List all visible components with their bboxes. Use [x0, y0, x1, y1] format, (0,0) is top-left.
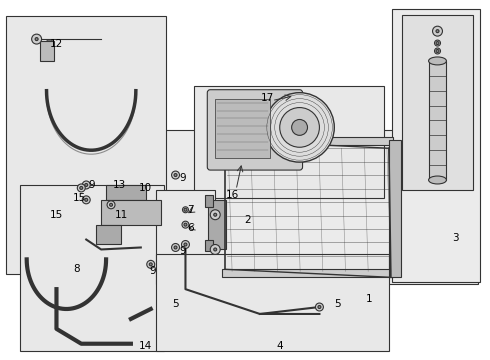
Ellipse shape: [429, 57, 446, 65]
Bar: [20, 185, 164, 351]
Circle shape: [182, 221, 189, 228]
Circle shape: [172, 171, 179, 179]
Text: 5: 5: [334, 299, 341, 309]
Text: 17: 17: [261, 93, 274, 103]
Circle shape: [85, 198, 88, 201]
Bar: [6, 16, 166, 274]
Circle shape: [35, 37, 38, 41]
Text: 12: 12: [50, 39, 63, 49]
Text: 6: 6: [187, 222, 194, 233]
Text: 7: 7: [187, 205, 194, 215]
Circle shape: [436, 50, 439, 53]
Circle shape: [184, 223, 187, 226]
Circle shape: [182, 207, 189, 213]
Ellipse shape: [429, 176, 446, 184]
Circle shape: [82, 181, 90, 189]
Circle shape: [184, 208, 187, 211]
Text: 15: 15: [50, 210, 63, 220]
Bar: [40, 41, 54, 61]
Bar: [402, 15, 473, 190]
Circle shape: [280, 108, 319, 147]
Circle shape: [210, 244, 220, 255]
Bar: [106, 185, 146, 200]
Circle shape: [107, 201, 115, 209]
Circle shape: [214, 248, 217, 251]
FancyBboxPatch shape: [207, 90, 302, 170]
Bar: [215, 99, 270, 158]
Circle shape: [85, 184, 88, 186]
Circle shape: [433, 26, 442, 36]
Circle shape: [265, 93, 334, 162]
Text: 16: 16: [225, 190, 239, 200]
Text: 5: 5: [172, 299, 179, 309]
Text: 13: 13: [112, 180, 125, 190]
Text: 9: 9: [149, 266, 156, 276]
Bar: [205, 195, 213, 207]
Circle shape: [435, 48, 441, 54]
Circle shape: [316, 303, 323, 311]
Text: 10: 10: [139, 183, 152, 193]
Circle shape: [181, 240, 190, 248]
Bar: [96, 225, 121, 244]
Circle shape: [82, 196, 90, 204]
Circle shape: [436, 41, 439, 45]
Bar: [222, 137, 393, 145]
Bar: [156, 255, 389, 351]
Text: 1: 1: [366, 294, 372, 304]
Circle shape: [292, 120, 308, 135]
Bar: [195, 86, 384, 198]
Circle shape: [214, 213, 217, 216]
Circle shape: [149, 263, 152, 266]
Text: 9: 9: [88, 180, 95, 190]
Text: 15: 15: [73, 193, 86, 203]
Text: 11: 11: [114, 210, 127, 220]
Text: 2: 2: [245, 215, 251, 225]
Circle shape: [184, 243, 187, 246]
Bar: [205, 239, 213, 251]
Text: 9: 9: [179, 173, 186, 183]
Circle shape: [147, 260, 155, 268]
Circle shape: [436, 30, 439, 33]
Bar: [156, 190, 215, 284]
Bar: [392, 9, 480, 282]
Circle shape: [32, 34, 42, 44]
Circle shape: [80, 186, 83, 189]
Circle shape: [210, 210, 220, 220]
Bar: [208, 200, 226, 249]
Circle shape: [435, 40, 441, 46]
Circle shape: [174, 246, 177, 249]
Circle shape: [318, 306, 321, 309]
Circle shape: [110, 203, 113, 206]
Circle shape: [174, 174, 177, 176]
Text: 14: 14: [139, 341, 152, 351]
Text: 4: 4: [276, 341, 283, 351]
Circle shape: [172, 243, 179, 251]
Circle shape: [77, 184, 85, 192]
Bar: [101, 200, 161, 225]
Text: 9: 9: [179, 247, 186, 256]
Bar: [156, 130, 478, 284]
Bar: [389, 140, 401, 277]
Text: 3: 3: [452, 233, 459, 243]
Bar: [222, 269, 393, 277]
Text: 8: 8: [73, 264, 79, 274]
Bar: [429, 61, 446, 180]
